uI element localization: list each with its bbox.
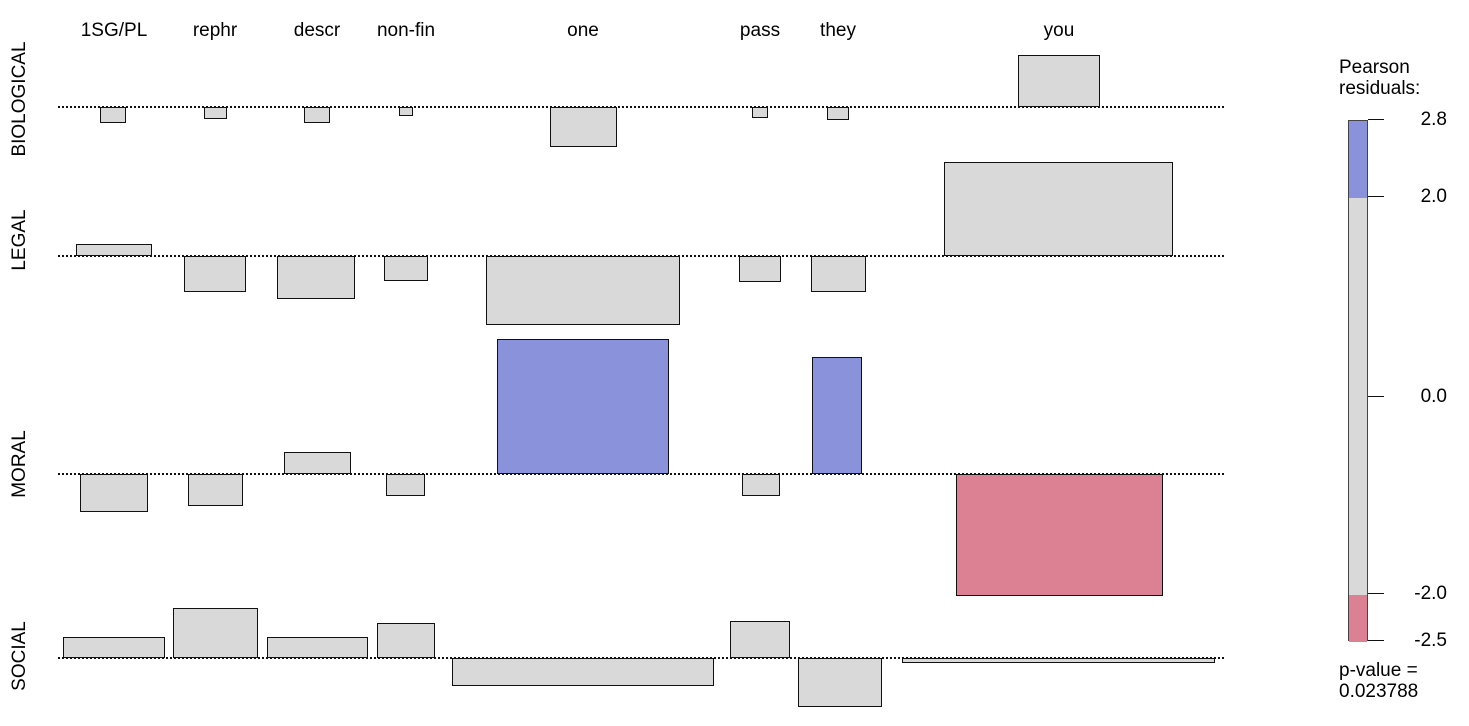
cell-legal-non-fin: [384, 256, 428, 281]
row-label-legal: LEGAL: [9, 209, 30, 271]
legend-tick-label-2.8: 2.8: [1420, 109, 1447, 130]
cell-moral-rephr: [188, 474, 243, 506]
p-value-line1: p-value =: [1339, 660, 1418, 681]
baseline-biological: [58, 106, 1224, 108]
cell-moral-pass: [742, 474, 780, 496]
cell-moral-non-fin: [386, 474, 425, 496]
column-label-they: they: [820, 20, 856, 41]
cell-legal-one: [486, 256, 680, 325]
p-value: p-value = 0.023788: [1339, 660, 1418, 702]
cell-biological-you: [1018, 55, 1100, 107]
cell-legal-you: [944, 162, 1173, 256]
column-label-pass: pass: [739, 20, 781, 41]
cell-biological-rephr: [204, 107, 227, 119]
legend-tick--2.5: [1368, 640, 1384, 641]
cell-biological-pass: [752, 107, 768, 118]
row-label-biological: BIOLOGICAL: [9, 41, 30, 157]
cell-moral-they: [812, 357, 862, 474]
column-label-non-fin: non-fin: [376, 20, 436, 41]
legend-tick-label-0.0: 0.0: [1420, 386, 1447, 407]
cell-legal-rephr: [184, 256, 246, 292]
cell-social-descr: [267, 637, 368, 658]
cell-social-they: [798, 658, 882, 707]
cell-biological-1SG/PL: [100, 107, 126, 123]
legend-tick-label--2.0: -2.0: [1414, 583, 1447, 604]
cell-biological-one: [550, 107, 617, 147]
legend-tick-2.8: [1368, 119, 1384, 120]
cell-social-pass: [730, 621, 790, 658]
column-label-descr: descr: [293, 20, 341, 41]
cell-biological-non-fin: [399, 107, 413, 116]
row-label-moral: MORAL: [9, 430, 30, 498]
cell-moral-you: [956, 474, 1163, 596]
legend-colorbar: [1348, 120, 1368, 642]
cell-legal-they: [811, 256, 866, 292]
cell-social-rephr: [173, 608, 258, 658]
column-label-rephr: rephr: [192, 20, 238, 41]
legend-tick-0.0: [1368, 396, 1384, 397]
legend-segment-2.0-to--2.0: [1349, 198, 1367, 595]
legend-segment--2.0-to--2.5: [1349, 595, 1367, 642]
column-label-1SG/PL: 1SG/PL: [80, 20, 148, 41]
legend-tick-2.0: [1368, 196, 1384, 197]
cell-legal-pass: [739, 256, 781, 282]
legend-tick-label-2.0: 2.0: [1420, 186, 1447, 207]
cell-biological-descr: [304, 107, 330, 123]
baseline-moral: [58, 473, 1224, 475]
row-label-social: SOCIAL: [9, 621, 30, 691]
column-label-you: you: [1043, 20, 1075, 41]
cell-legal-1SG/PL: [76, 244, 152, 256]
cell-moral-one: [497, 339, 669, 474]
cell-social-one: [452, 658, 714, 686]
cell-social-you: [902, 658, 1215, 663]
cell-social-non-fin: [377, 623, 435, 658]
cell-moral-1SG/PL: [80, 474, 148, 512]
legend-title-line1: Pearson: [1339, 57, 1410, 78]
cell-biological-they: [827, 107, 849, 120]
cell-moral-descr: [284, 452, 351, 474]
legend-title: Pearson residuals:: [1339, 57, 1420, 99]
column-label-one: one: [567, 20, 599, 41]
legend-title-line2: residuals:: [1339, 78, 1421, 99]
cell-legal-descr: [277, 256, 355, 299]
legend-tick-label--2.5: -2.5: [1414, 630, 1447, 651]
legend-segment-2.8-to-2.0: [1349, 121, 1367, 198]
p-value-line2: 0.023788: [1339, 681, 1419, 702]
cell-social-1SG/PL: [63, 637, 165, 658]
legend-tick--2.0: [1368, 593, 1384, 594]
